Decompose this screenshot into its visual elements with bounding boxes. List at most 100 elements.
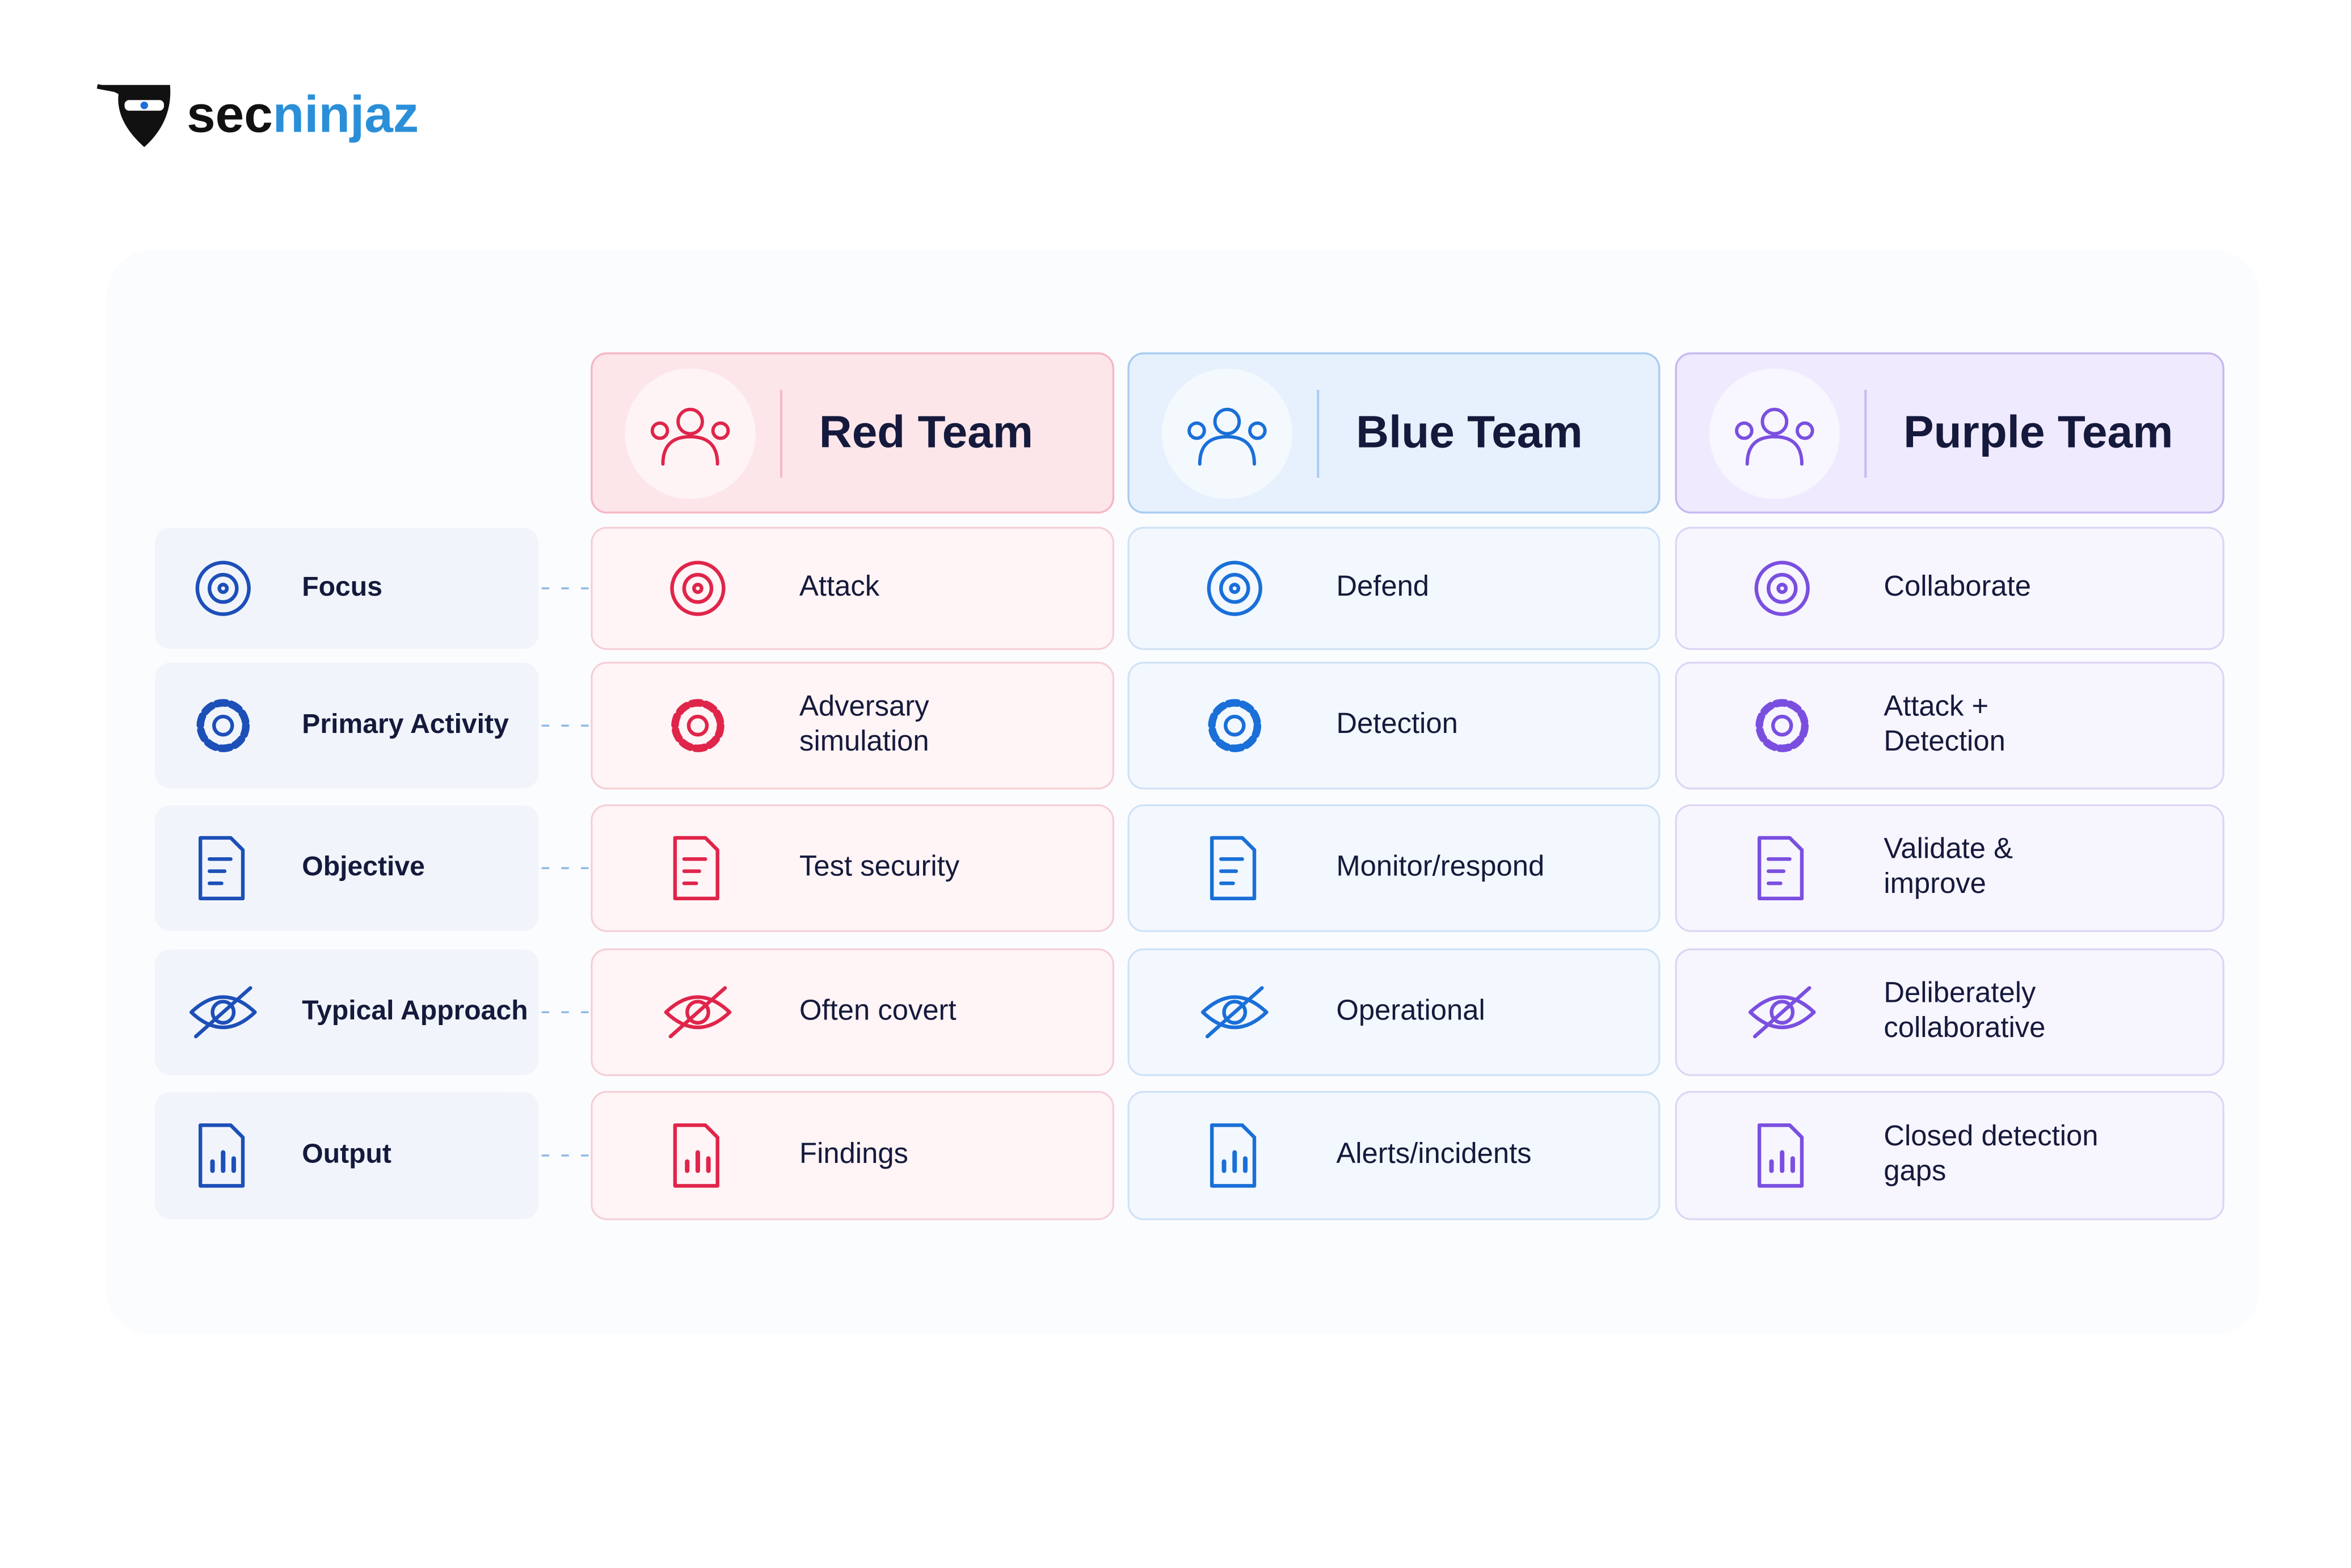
icon-part [686,714,709,737]
icon [1755,699,1809,752]
cell-line: Test security [799,850,960,882]
cell-line: Defend [1336,570,1429,602]
icon-part [1205,986,1264,1039]
cell-line: Operational [1336,994,1485,1026]
logo-text: secninjaz [187,86,419,144]
icon-part [692,583,703,595]
icon-part [1224,714,1246,737]
logo-suffix: ninjaz [273,86,419,144]
cell [591,526,1115,650]
cell [1675,661,2224,790]
cell-line: Validate & [1884,832,2013,865]
icon-part [1766,572,1798,604]
cell-text: Adversary simulation [799,690,929,757]
logo-eye [140,102,148,109]
cell [1675,1091,2224,1220]
icon-part [1248,421,1267,440]
icon-part [1771,714,1793,737]
column-title: Red Team [819,406,1033,457]
icon-part [1757,836,1804,901]
icon-part [217,583,229,595]
cell [591,804,1115,932]
row-label-box [154,663,539,789]
cell-text: Attack + Detection [1884,690,2005,757]
icon-part [193,986,252,1039]
logo: secninjaz [96,84,419,147]
cell [1127,526,1661,650]
cell-text: Findings [799,1137,908,1169]
icon-part [1760,407,1789,436]
icon-part [1187,421,1206,440]
cell [591,661,1115,790]
row-label: Output [302,1139,391,1169]
cell-text: Alerts/incidents [1336,1137,1531,1169]
icon [673,836,719,901]
header-icon [650,407,730,466]
cell-line: Attack + [1884,690,1988,722]
icon-part [673,1123,719,1188]
row-label: Focus [302,571,382,602]
icon-part [208,857,233,886]
icon-part [1221,1150,1248,1173]
icon-part [1745,435,1804,466]
icon-part [210,1000,236,1025]
icon [1210,1123,1257,1188]
icon [196,699,250,752]
icon-part [1757,1123,1804,1188]
icon-part [650,421,669,440]
icon-part [1766,857,1792,886]
icon-part [198,836,245,901]
cell [1127,804,1661,932]
icon [671,699,724,752]
cell-line: Detection [1336,707,1457,739]
icon-part [1229,583,1241,595]
icon-part [1752,986,1811,1039]
icon [195,560,251,616]
icon-part [1210,836,1257,901]
row-label: Primary Activity [302,709,509,739]
icon-part [668,986,727,1039]
cell-text: Test security [799,850,960,882]
icon-part [676,407,704,436]
row-label-box [154,1091,539,1220]
icon-part [1796,421,1814,440]
logo-prefix: sec [187,86,273,144]
icon [1207,560,1262,616]
icon [1210,836,1257,901]
icon-part [673,836,719,901]
cell-text: Closed detection gaps [1884,1120,2098,1187]
cell-text: Collaborate [1884,570,2031,602]
cell-line: simulation [799,724,929,757]
icon [198,1123,245,1188]
icon-part [195,560,251,616]
icon-part [1219,857,1244,886]
cell-text: Defend [1336,570,1429,602]
icon-part [1769,1000,1795,1025]
row-label-box [154,805,539,931]
row-label-box [154,949,539,1076]
icon-part [1769,1150,1795,1173]
cell [591,948,1115,1076]
icon-part [198,1123,245,1188]
cell-line: collaborative [1884,1011,2045,1043]
icon-part [1213,407,1241,436]
icon-part [212,714,234,737]
cell-line: Closed detection [1884,1120,2098,1152]
cell-line: Deliberately [1884,976,2036,1009]
icon-part [1219,572,1250,604]
cell [591,1091,1115,1220]
column-title: Blue Team [1356,406,1583,457]
cell-line: gaps [1884,1154,1946,1187]
cell [1127,948,1661,1076]
icon-part [682,572,714,604]
icon-part [1754,560,1810,616]
cell-line: Collaborate [1884,570,2031,602]
cell-line: Often covert [799,994,957,1026]
icon-part [1207,560,1262,616]
cell-line: Adversary [799,690,929,722]
cell-line: Alerts/incidents [1336,1137,1531,1169]
cell [1127,1091,1661,1220]
row-label: Objective [302,851,425,882]
icon [664,986,732,1039]
